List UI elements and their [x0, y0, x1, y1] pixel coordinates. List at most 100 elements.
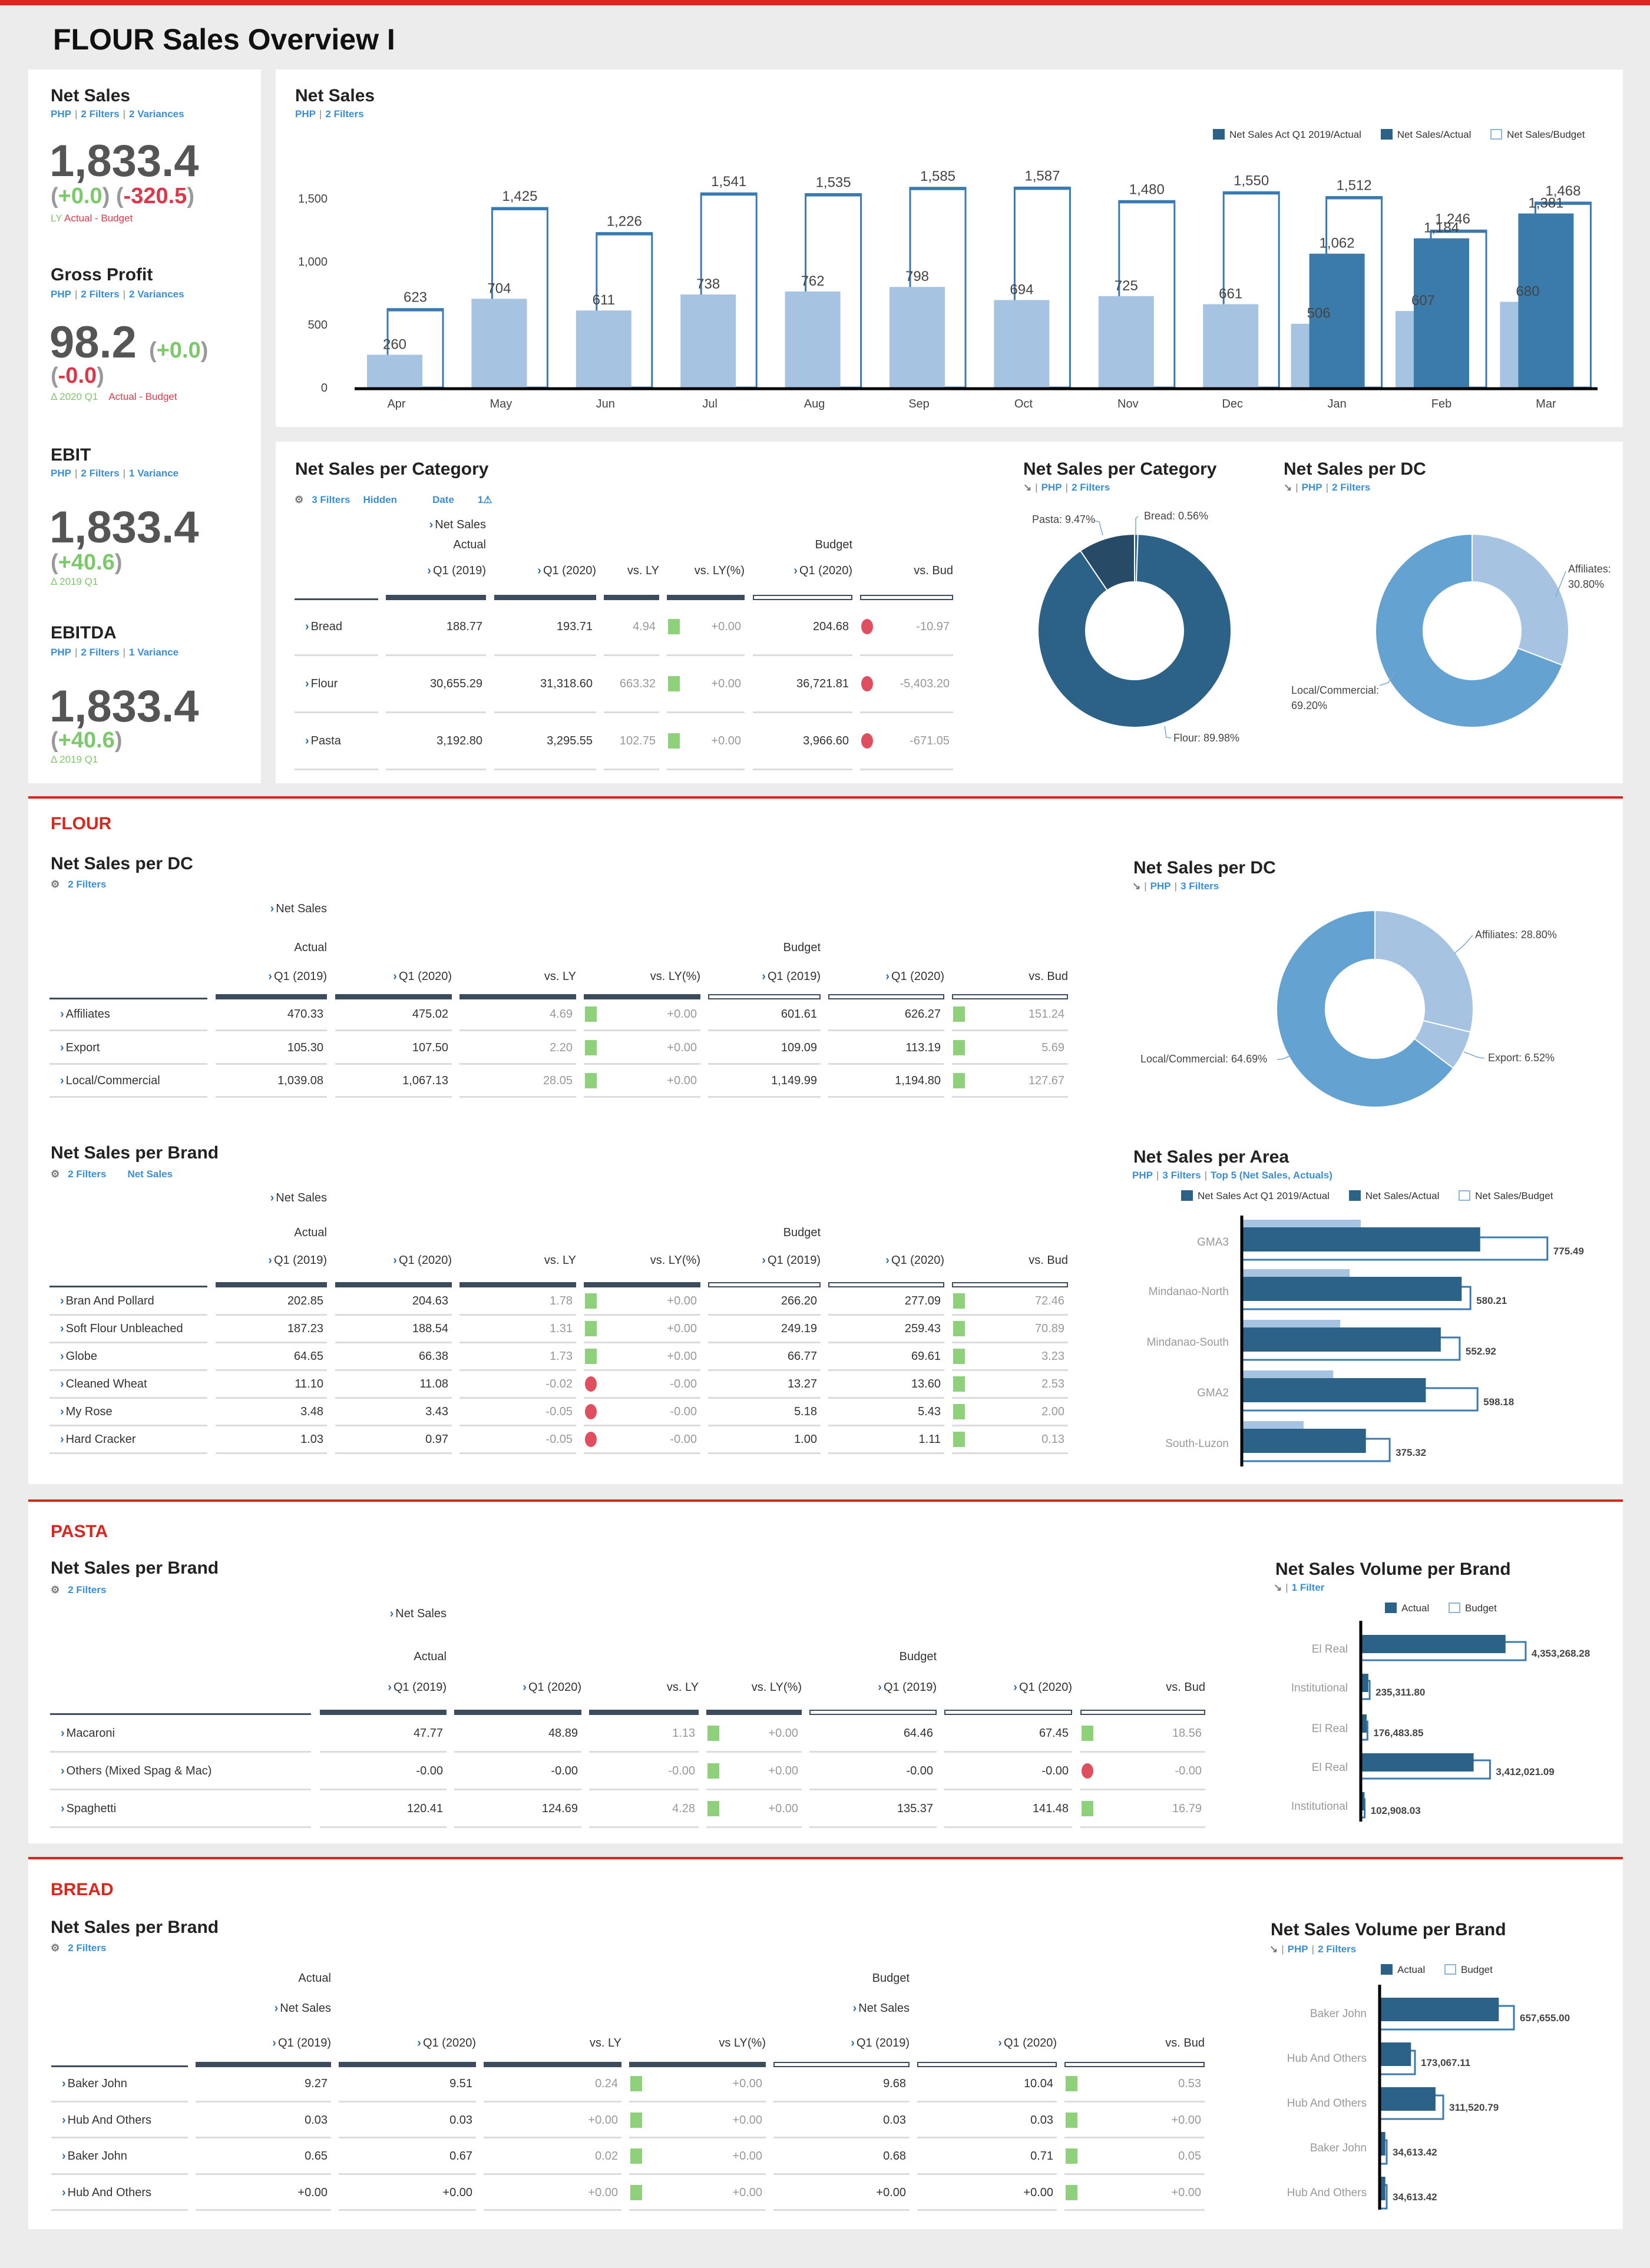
row-label[interactable]: › Export: [60, 1041, 218, 1055]
currency-link[interactable]: PHP: [1132, 1170, 1153, 1181]
currency-link[interactable]: PHP: [51, 647, 71, 658]
chevron-right-icon[interactable]: ›: [388, 1681, 392, 1694]
column-header[interactable]: vs. LY(%): [584, 969, 700, 984]
currency-link[interactable]: PHP: [295, 108, 316, 120]
kpi-meta[interactable]: PHP | 2 Filters | 1 Variance: [51, 647, 179, 658]
drill-icon[interactable]: ↘: [1023, 482, 1032, 493]
chevron-right-icon[interactable]: ›: [60, 1294, 64, 1307]
hidden-link[interactable]: Hidden: [363, 494, 398, 505]
chevron-right-icon[interactable]: ›: [852, 2002, 857, 2015]
row-label[interactable]: › Baker John: [62, 2077, 199, 2091]
legend-item[interactable]: Actual: [1385, 1603, 1429, 1614]
chevron-right-icon[interactable]: ›: [393, 970, 397, 983]
legend-item[interactable]: Net Sales/Budget: [1490, 129, 1585, 140]
chevron-right-icon[interactable]: ›: [851, 2037, 855, 2050]
row-label[interactable]: › Local/Commercial: [60, 1074, 218, 1088]
filters-link[interactable]: 1 Filter: [1291, 1582, 1325, 1593]
drill-icon[interactable]: ↘: [1269, 1943, 1278, 1955]
chevron-right-icon[interactable]: ›: [523, 1681, 527, 1694]
table-group-header[interactable]: › Net Sales: [703, 2001, 910, 2015]
chevron-right-icon[interactable]: ›: [62, 2186, 66, 2199]
chevron-right-icon[interactable]: ›: [305, 620, 309, 633]
legend-item[interactable]: Actual: [1381, 1964, 1425, 1975]
legend-item[interactable]: Net Sales/Actual: [1380, 129, 1471, 140]
filter-icon[interactable]: ⚙: [295, 494, 304, 505]
chevron-right-icon[interactable]: ›: [793, 564, 798, 577]
row-label[interactable]: › Hard Cracker: [60, 1432, 218, 1446]
legend-item[interactable]: Budget: [1448, 1603, 1497, 1614]
column-header[interactable]: vs. LY(%): [706, 1680, 802, 1694]
currency-link[interactable]: PHP: [51, 108, 71, 120]
chevron-right-icon[interactable]: ›: [417, 2037, 421, 2050]
chevron-right-icon[interactable]: ›: [62, 2113, 66, 2127]
kpi-meta[interactable]: PHP | 2 Filters | 2 Variances: [51, 108, 184, 120]
filters-link[interactable]: 2 Filters: [68, 1942, 107, 1954]
chevron-right-icon[interactable]: ›: [274, 2002, 279, 2015]
filters-link[interactable]: 2 Filters: [81, 647, 120, 658]
kpi-meta[interactable]: PHP | 2 Filters | 2 Variances: [51, 289, 184, 300]
chevron-right-icon[interactable]: ›: [62, 2077, 66, 2090]
filters-link[interactable]: 2 Filters: [68, 1584, 107, 1595]
column-header[interactable]: vs. Bud: [1064, 2036, 1205, 2050]
column-header[interactable]: › Q1 (2019): [708, 969, 821, 984]
filters-link[interactable]: 3 Filters: [1162, 1170, 1201, 1181]
row-label[interactable]: › Affiliates: [60, 1007, 218, 1021]
chevron-right-icon[interactable]: ›: [762, 970, 766, 983]
column-header[interactable]: › Q1 (2019): [216, 1253, 327, 1267]
table-group-header[interactable]: › Net Sales: [145, 1191, 327, 1205]
chevron-right-icon[interactable]: ›: [268, 970, 272, 983]
column-header[interactable]: › Q1 (2020): [828, 1253, 944, 1267]
column-header[interactable]: vs LY(%): [629, 2036, 766, 2050]
chevron-right-icon[interactable]: ›: [61, 1727, 65, 1740]
currency-link[interactable]: PHP: [1041, 482, 1062, 493]
column-header[interactable]: › Q1 (2020): [753, 564, 852, 578]
column-header[interactable]: vs. LY(%): [584, 1253, 700, 1267]
chevron-right-icon[interactable]: ›: [305, 677, 309, 690]
filter-icon[interactable]: ⚙: [51, 1584, 60, 1595]
chevron-right-icon[interactable]: ›: [270, 1191, 275, 1204]
chevron-right-icon[interactable]: ›: [60, 1008, 64, 1021]
chart-meta[interactable]: ↘ | 1 Filter: [1274, 1582, 1325, 1593]
column-header[interactable]: vs. LY: [459, 1253, 576, 1267]
currency-link[interactable]: PHP: [1287, 1943, 1308, 1955]
row-label[interactable]: › Hub And Others: [62, 2186, 199, 2200]
table-group-header[interactable]: › Net Sales: [145, 902, 327, 916]
chevron-right-icon[interactable]: ›: [878, 1681, 882, 1694]
column-header[interactable]: › Q1 (2020): [339, 2036, 476, 2050]
ranking-link[interactable]: Top 5 (Net Sales, Actuals): [1211, 1170, 1332, 1181]
chevron-right-icon[interactable]: ›: [1013, 1681, 1017, 1694]
chevron-right-icon[interactable]: ›: [393, 1254, 397, 1267]
row-label[interactable]: › Bread: [305, 620, 389, 634]
chart-meta[interactable]: PHP | 2 Filters: [295, 108, 364, 120]
filters-link[interactable]: 2 Filters: [68, 879, 107, 890]
column-header[interactable]: › Q1 (2019): [196, 2036, 331, 2050]
filters-link[interactable]: 2 Filters: [325, 108, 364, 120]
filters-link[interactable]: 3 Filters: [312, 494, 350, 505]
currency-link[interactable]: PHP: [1301, 482, 1322, 493]
row-label[interactable]: › My Rose: [60, 1405, 218, 1419]
chevron-right-icon[interactable]: ›: [61, 1764, 65, 1777]
donut-meta[interactable]: ↘ | PHP | 2 Filters: [1023, 482, 1110, 493]
column-header[interactable]: › Q1 (2019): [708, 1253, 821, 1267]
warning-count[interactable]: 1: [477, 494, 484, 505]
row-label[interactable]: › Macaroni: [61, 1726, 322, 1740]
column-header[interactable]: › Q1 (2019): [320, 1680, 447, 1694]
filter-icon[interactable]: ⚙: [51, 879, 60, 890]
column-header[interactable]: vs. Bud: [952, 1253, 1068, 1267]
column-header[interactable]: vs. LY: [604, 564, 659, 578]
chevron-right-icon[interactable]: ›: [272, 2037, 276, 2050]
filters-link[interactable]: 2 Filters: [81, 108, 120, 120]
chevron-right-icon[interactable]: ›: [60, 1074, 64, 1087]
column-header[interactable]: vs. LY: [589, 1680, 699, 1694]
column-header[interactable]: › Q1 (2020): [454, 1680, 581, 1694]
table-group-header[interactable]: › Net Sales: [125, 2001, 331, 2015]
chevron-right-icon[interactable]: ›: [61, 1802, 65, 1815]
column-header[interactable]: › Q1 (2020): [335, 1253, 452, 1267]
row-label[interactable]: › Globe: [60, 1349, 218, 1363]
legend-item[interactable]: Net Sales Act Q1 2019/Actual: [1181, 1190, 1330, 1201]
column-header[interactable]: › Q1 (2020): [944, 1680, 1072, 1694]
legend-item[interactable]: Net Sales/Budget: [1459, 1190, 1553, 1201]
filters-link[interactable]: 2 Filters: [81, 468, 120, 479]
legend-item[interactable]: Budget: [1444, 1964, 1493, 1975]
date-link[interactable]: Date: [432, 494, 454, 505]
